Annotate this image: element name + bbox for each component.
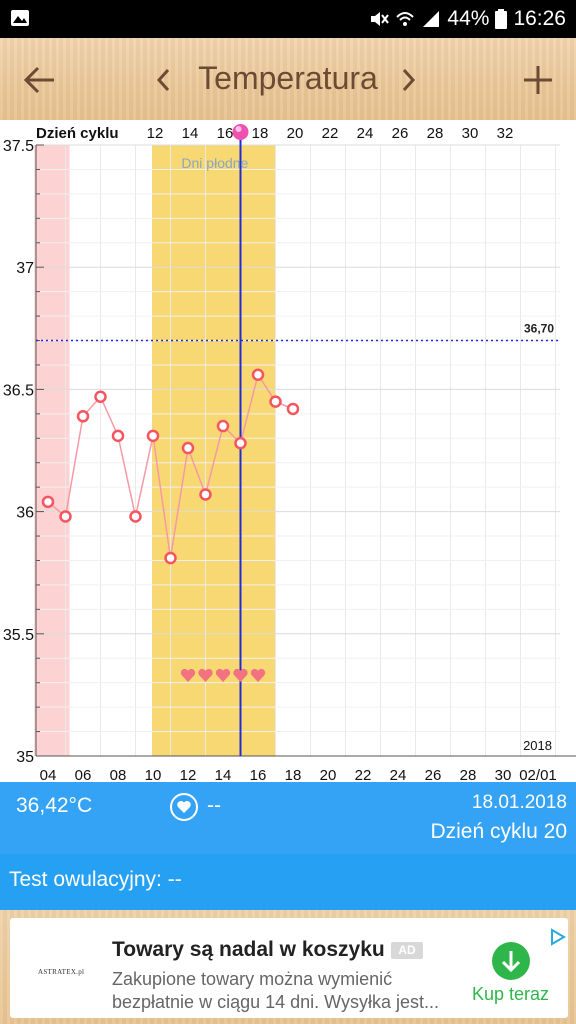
fertile-band — [152, 145, 276, 756]
top-tick-label: 20 — [287, 125, 304, 142]
bottom-tick-label: 24 — [390, 767, 407, 782]
download-icon[interactable] — [492, 942, 530, 980]
day-info-panel[interactable]: 36,42°C -- 18.01.2018 Dzień cyklu 20 — [0, 782, 576, 854]
temperature-point — [269, 395, 282, 408]
advertiser-logo: ASTRATEX.pl — [38, 968, 85, 976]
intercourse-heart-icon — [250, 668, 266, 682]
battery-text: 44% — [447, 7, 490, 30]
top-tick-label: 24 — [357, 125, 374, 142]
battery-icon — [495, 9, 508, 29]
temperature-point — [164, 551, 177, 565]
ad-card[interactable]: ASTRATEX.pl Towary są nadal w koszyku AD… — [10, 918, 568, 1018]
temperature-point — [111, 429, 125, 443]
signal-icon — [423, 11, 440, 27]
status-bar: 44% 16:26 — [0, 0, 576, 38]
intercourse-heart-icon — [198, 668, 213, 682]
back-arrow-icon[interactable] — [20, 60, 60, 100]
add-icon[interactable] — [518, 60, 558, 100]
y-tick-label: 37 — [16, 260, 34, 277]
temperature-point — [94, 390, 107, 403]
ad-banner-area: ASTRATEX.pl Towary są nadal w koszyku AD… — [0, 910, 576, 1024]
top-tick-label: 22 — [322, 125, 339, 142]
bottom-tick-label: 26 — [425, 767, 442, 782]
fertile-label: Dni płodne — [181, 155, 248, 171]
temperature-point — [146, 429, 160, 443]
ad-badge: AD — [391, 942, 423, 959]
top-tick-label: 14 — [182, 125, 199, 142]
temperature-point — [41, 495, 55, 509]
bottom-tick-label: 02/01 — [519, 767, 557, 782]
current-day-marker — [232, 124, 249, 140]
top-tick-label: 16 — [217, 125, 234, 142]
clock: 16:26 — [513, 7, 566, 30]
chevron-left-icon[interactable] — [152, 64, 176, 96]
intercourse-heart-icon — [215, 668, 231, 682]
temperature-point — [251, 368, 265, 381]
heart-circle-icon[interactable] — [168, 791, 200, 823]
year-label: 2018 — [523, 738, 552, 753]
bottom-tick-label: 10 — [145, 767, 162, 782]
temperature-point — [199, 488, 212, 501]
bottom-tick-label: 28 — [460, 767, 477, 782]
bottom-tick-label: 20 — [320, 767, 337, 782]
toolbar: Temperatura — [0, 38, 576, 120]
top-tick-label: 12 — [147, 125, 164, 142]
top-tick-label: 18 — [252, 125, 269, 142]
bottom-tick-label: 14 — [215, 767, 232, 782]
period-band — [34, 145, 70, 756]
y-tick-label: 35 — [16, 749, 34, 766]
cycle-day-axis-label: Dzień cyklu — [36, 125, 119, 142]
top-tick-label: 26 — [392, 125, 409, 142]
intercourse-value: -- — [207, 794, 221, 817]
ovulation-test-row[interactable]: Test owulacyjny: -- — [0, 854, 576, 910]
gallery-icon — [11, 10, 29, 26]
bottom-tick-label: 22 — [355, 767, 372, 782]
y-tick-label: 36 — [16, 505, 34, 522]
wifi-icon — [396, 12, 415, 26]
intercourse-heart-icon — [233, 668, 248, 682]
bottom-tick-label: 12 — [180, 767, 197, 782]
bottom-tick-label: 08 — [110, 767, 127, 782]
temperature-point — [76, 410, 90, 423]
temperature-value: 36,42°C — [16, 794, 93, 817]
top-tick-label: 30 — [462, 125, 479, 142]
top-tick-label: 32 — [497, 125, 514, 142]
bottom-tick-label: 30 — [495, 767, 512, 782]
chart-canvas: 36,70 Dni płodne Dzień cyklu 12 14 16 18 20 22 24… — [3, 124, 576, 782]
ad-title[interactable]: Towary są nadal w koszyku — [112, 938, 385, 961]
status-icons: 44% 16:26 — [369, 0, 566, 38]
y-tick-label: 36.5 — [3, 382, 34, 399]
current-day-marker-highlight — [235, 126, 242, 132]
selected-date: 18.01.2018 — [471, 792, 567, 813]
temperature-point — [129, 510, 142, 523]
intercourse-heart-icon — [180, 668, 196, 682]
temperature-chart[interactable]: 36,70 Dni płodne Dzień cyklu 12 14 16 18 20 22 24… — [0, 120, 576, 782]
ad-description: Zakupione towary można wymienić bezpłatn… — [112, 969, 439, 1012]
mute-icon — [371, 12, 390, 26]
bottom-tick-label: 04 — [40, 767, 57, 782]
ad-cta-button[interactable]: Kup teraz — [472, 984, 550, 1004]
ovulation-test-label: Test owulacyjny: -- — [9, 868, 182, 891]
bottom-tick-label: 16 — [250, 767, 267, 782]
chevron-right-icon[interactable] — [396, 64, 420, 96]
y-tick-label: 35.5 — [3, 627, 34, 644]
top-tick-label: 28 — [427, 125, 444, 142]
page-title: Temperatura — [198, 60, 378, 96]
ad-choices-icon[interactable] — [546, 926, 568, 948]
temperature-point — [181, 441, 195, 455]
temperature-point — [216, 419, 230, 433]
coverline-label: 36,70 — [524, 322, 554, 336]
bottom-tick-label: 18 — [285, 767, 302, 782]
temperature-point — [234, 436, 247, 450]
temperature-point — [286, 402, 300, 416]
bottom-tick-label: 06 — [75, 767, 92, 782]
y-tick-label: 37.5 — [3, 138, 34, 155]
cycle-day: Dzień cyklu 20 — [430, 820, 567, 843]
temperature-point — [59, 510, 72, 523]
